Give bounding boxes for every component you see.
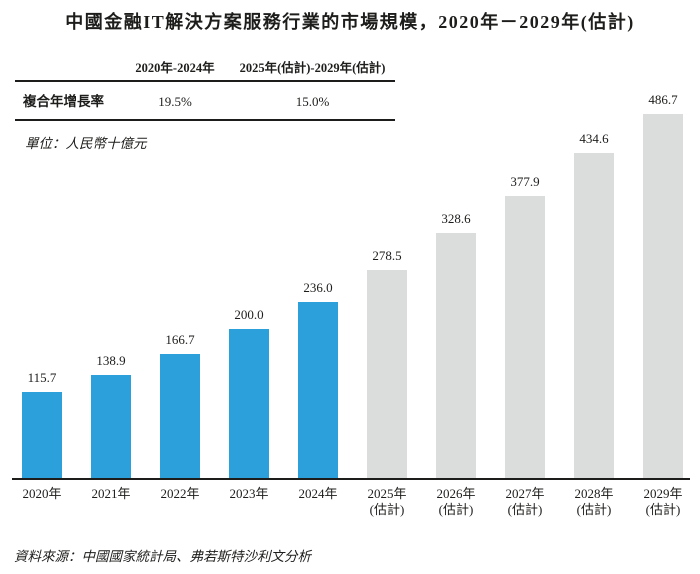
bar-2027年 xyxy=(505,196,545,479)
x-tick-label: 2020年 xyxy=(6,486,78,502)
x-tick-estimate-suffix: (估計) xyxy=(438,502,474,517)
source-note: 資料來源：中國國家統計局、弗若斯特沙利文分析 xyxy=(14,549,311,564)
bar-value-label: 115.7 xyxy=(27,370,57,385)
x-tick-year: 2021年 xyxy=(91,486,131,501)
bar-2020年 xyxy=(22,392,62,479)
x-tick-estimate-suffix: (估計) xyxy=(576,502,612,517)
cagr-table: 2020年-2024年 2025年(估計)-2029年(估計) 複合年增長率 1… xyxy=(15,57,395,121)
bar-2026年 xyxy=(436,233,476,479)
x-tick-label: 2029年 (估計) xyxy=(627,486,699,518)
cagr-table-data-row: 複合年增長率 19.5% 15.0% xyxy=(15,82,395,121)
cagr-row-label: 複合年增長率 xyxy=(23,94,104,109)
unit-label: 單位：人民幣十億元 xyxy=(25,136,147,151)
bar-2023年 xyxy=(229,329,269,479)
x-tick-label: 2023年 xyxy=(213,486,285,502)
x-tick-label: 2022年 xyxy=(144,486,216,502)
bar-value-label: 328.6 xyxy=(441,211,471,226)
bar-value-label: 486.7 xyxy=(648,92,678,107)
x-tick-label: 2028年 (估計) xyxy=(558,486,630,518)
x-tick-label: 2027年 (估計) xyxy=(489,486,561,518)
x-tick-estimate-suffix: (估計) xyxy=(369,502,405,517)
bar-2025年 xyxy=(367,270,407,479)
bar-value-label: 200.0 xyxy=(234,307,264,322)
chart-title: 中國金融IT解決方案服務行業的市場規模，2020年－2029年(估計) xyxy=(65,12,635,32)
x-tick-year: 2020年 xyxy=(22,486,62,501)
cagr-table-header-2025-2029: 2025年(估計)-2029年(估計) xyxy=(239,61,386,75)
bar-2022年 xyxy=(160,354,200,479)
bar-2024年 xyxy=(298,302,338,479)
x-tick-year: 2028年 xyxy=(574,486,614,501)
bar-value-label: 166.7 xyxy=(165,332,195,347)
x-tick-label: 2026年 (估計) xyxy=(420,486,492,518)
cagr-value-2020-2024: 19.5% xyxy=(158,94,192,109)
x-tick-year: 2029年 xyxy=(643,486,683,501)
cagr-table-header-2020-2024: 2020年-2024年 xyxy=(135,61,215,75)
x-tick-year: 2024年 xyxy=(298,486,338,501)
x-tick-year: 2026年 xyxy=(436,486,476,501)
x-tick-label: 2024年 xyxy=(282,486,354,502)
bar-value-label: 377.9 xyxy=(510,174,540,189)
x-tick-year: 2023年 xyxy=(229,486,269,501)
cagr-value-2025-2029: 15.0% xyxy=(295,94,330,109)
bar-2029年 xyxy=(643,114,683,479)
x-tick-year: 2022年 xyxy=(160,486,200,501)
x-tick-estimate-suffix: (估計) xyxy=(507,502,543,517)
bar-value-label: 434.6 xyxy=(579,131,609,146)
cagr-table-header-row: 2020年-2024年 2025年(估計)-2029年(估計) xyxy=(15,57,395,82)
x-tick-year: 2027年 xyxy=(505,486,545,501)
bar-value-label: 236.0 xyxy=(303,280,333,295)
bar-value-label: 278.5 xyxy=(372,248,402,263)
x-axis-line xyxy=(12,478,690,480)
bar-2021年 xyxy=(91,375,131,479)
x-tick-estimate-suffix: (估計) xyxy=(645,502,681,517)
bar-2028年 xyxy=(574,153,614,479)
x-tick-label: 2021年 xyxy=(75,486,147,502)
bar-value-label: 138.9 xyxy=(96,353,126,368)
x-tick-year: 2025年 xyxy=(367,486,407,501)
x-tick-label: 2025年 (估計) xyxy=(351,486,423,518)
